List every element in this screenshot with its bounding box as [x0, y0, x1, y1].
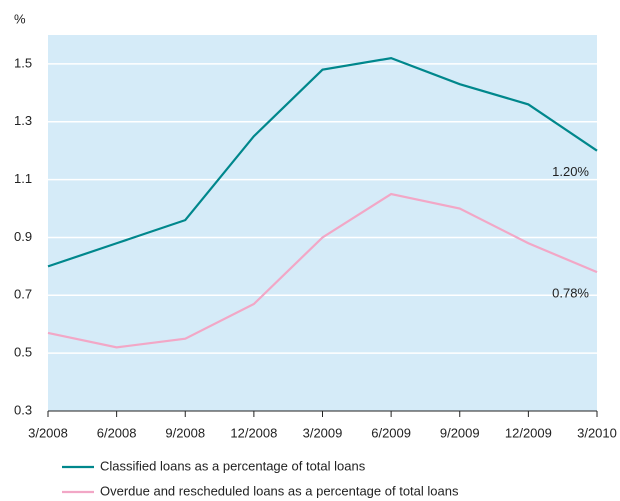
- x-tick-label: 3/2010: [577, 425, 617, 440]
- x-tick-label: 12/2008: [230, 425, 277, 440]
- series-line: [47, 57, 598, 268]
- y-tick-label: 1.1: [14, 171, 32, 186]
- x-tick-label: 9/2008: [165, 425, 205, 440]
- value-label: 1.20%: [552, 164, 589, 179]
- legend-label: Classified loans as a percentage of tota…: [100, 458, 366, 473]
- y-tick-label: 0.9: [14, 229, 32, 244]
- series-line: [47, 192, 598, 349]
- x-tick-label: 6/2009: [371, 425, 411, 440]
- y-axis-label: %: [14, 11, 26, 26]
- y-tick-label: 0.5: [14, 345, 32, 360]
- y-tick-label: 1.3: [14, 113, 32, 128]
- value-label: 0.78%: [552, 286, 589, 301]
- y-tick-label: 1.5: [14, 55, 32, 70]
- y-tick-label: 0.7: [14, 287, 32, 302]
- plot-background: [48, 35, 597, 411]
- x-tick-label: 9/2009: [440, 425, 480, 440]
- x-tick-label: 3/2009: [303, 425, 343, 440]
- y-tick-label: 0.3: [14, 402, 32, 417]
- x-tick-label: 12/2009: [505, 425, 552, 440]
- legend-label: Overdue and rescheduled loans as a perce…: [100, 483, 459, 498]
- x-tick-label: 6/2008: [97, 425, 137, 440]
- x-tick-label: 3/2008: [28, 425, 68, 440]
